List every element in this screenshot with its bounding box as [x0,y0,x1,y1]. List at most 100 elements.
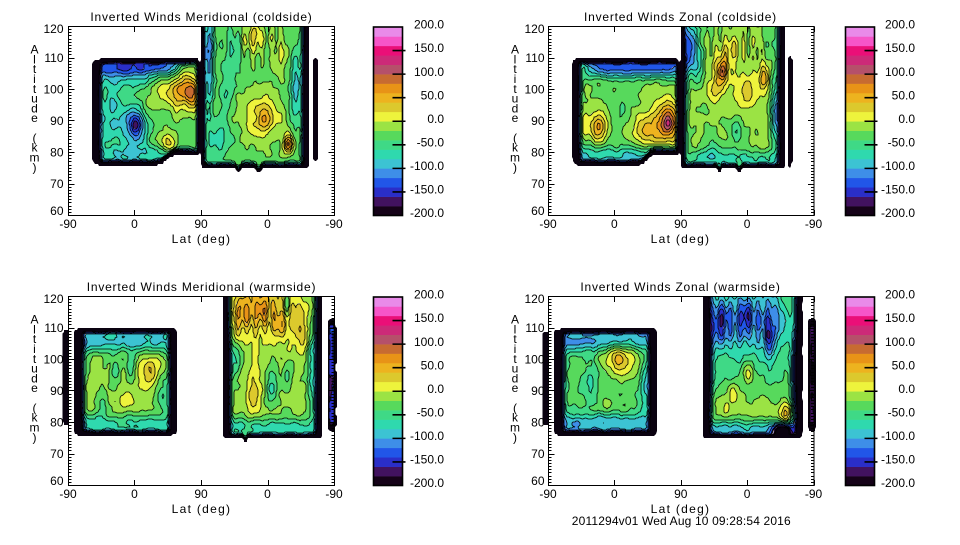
svg-text:100.0: 100.0 [414,65,444,79]
svg-text:80: 80 [531,145,545,159]
svg-text:120: 120 [524,292,544,306]
svg-text:t: t [33,62,37,76]
svg-text:t: t [513,352,517,366]
svg-text:90: 90 [531,384,545,398]
svg-text:150.0: 150.0 [414,311,444,325]
svg-text:-150.0: -150.0 [410,453,444,467]
svg-text:50.0: 50.0 [421,358,445,372]
svg-text:70: 70 [50,177,64,191]
svg-text:): ) [33,430,37,444]
svg-text:i: i [514,72,517,86]
svg-text:Inverted Winds Meridional (col: Inverted Winds Meridional (coldside) [90,10,312,24]
svg-text:80: 80 [531,415,545,429]
svg-text:100.0: 100.0 [414,335,444,349]
svg-text:-50.0: -50.0 [417,135,445,149]
svg-text:A: A [30,313,38,327]
svg-text:t: t [513,332,517,346]
svg-text:-90: -90 [59,217,77,231]
svg-text:2011294v01 Wed Aug 10 09:28:54: 2011294v01 Wed Aug 10 09:28:54 2016 [572,514,791,528]
svg-text:k: k [512,411,519,425]
svg-text:m: m [30,421,40,435]
svg-text:A: A [511,43,519,57]
svg-text:t: t [33,82,37,96]
svg-text:): ) [513,430,517,444]
svg-text:60: 60 [531,474,545,488]
svg-text:e: e [512,111,519,125]
svg-text:-100.0: -100.0 [410,429,444,443]
svg-text:-150.0: -150.0 [410,183,444,197]
svg-text:0.0: 0.0 [898,382,915,396]
svg-text:70: 70 [50,447,64,461]
svg-text:(: ( [33,401,37,415]
svg-text:-90: -90 [805,217,823,231]
svg-text:u: u [31,362,38,376]
svg-text:-200.0: -200.0 [881,476,915,490]
svg-text:0.0: 0.0 [427,112,444,126]
svg-text:-50.0: -50.0 [417,405,445,419]
svg-text:50.0: 50.0 [892,88,916,102]
svg-text:70: 70 [531,447,545,461]
svg-text:Lat (deg): Lat (deg) [651,232,711,246]
svg-text:200.0: 200.0 [414,288,444,302]
svg-text:d: d [512,101,519,115]
svg-text:70: 70 [531,177,545,191]
svg-text:-100.0: -100.0 [410,159,444,173]
svg-text:0.0: 0.0 [427,382,444,396]
svg-text:110: 110 [525,321,544,335]
svg-text:-200.0: -200.0 [410,206,444,220]
svg-text:50.0: 50.0 [421,88,445,102]
svg-text:m: m [510,151,520,165]
svg-text:i: i [33,72,36,86]
svg-text:0: 0 [131,217,138,231]
svg-text:Inverted Winds Zonal (coldside: Inverted Winds Zonal (coldside) [584,10,777,24]
svg-text:100: 100 [524,352,544,366]
svg-text:): ) [513,160,517,174]
svg-text:200.0: 200.0 [885,288,915,302]
svg-text:-90: -90 [539,217,557,231]
svg-text:100: 100 [524,82,544,96]
svg-text:120: 120 [43,22,63,36]
svg-text:(: ( [33,131,37,145]
svg-text:-100.0: -100.0 [881,429,915,443]
svg-text:i: i [33,342,36,356]
svg-text:90: 90 [531,114,545,128]
svg-text:0: 0 [264,217,271,231]
svg-text:Lat (deg): Lat (deg) [172,502,232,516]
svg-text:A: A [511,313,519,327]
svg-text:(: ( [513,401,517,415]
svg-text:l: l [514,322,517,336]
svg-text:m: m [510,421,520,435]
svg-text:-100.0: -100.0 [881,159,915,173]
svg-text:m: m [30,151,40,165]
svg-text:u: u [512,362,519,376]
svg-text:200.0: 200.0 [885,18,915,32]
svg-text:l: l [514,52,517,66]
svg-text:90: 90 [50,114,64,128]
svg-text:60: 60 [531,204,545,218]
svg-text:0: 0 [611,487,618,501]
svg-text:80: 80 [50,145,64,159]
svg-text:t: t [33,332,37,346]
svg-text:90: 90 [194,217,208,231]
svg-text:90: 90 [674,487,688,501]
svg-text:t: t [513,62,517,76]
svg-text:d: d [31,371,38,385]
svg-text:-90: -90 [325,217,343,231]
svg-text:110: 110 [44,51,63,65]
svg-text:100.0: 100.0 [885,65,915,79]
svg-text:k: k [512,141,519,155]
svg-text:-90: -90 [539,487,557,501]
svg-text:l: l [33,52,36,66]
svg-text:-200.0: -200.0 [410,476,444,490]
svg-text:0: 0 [744,217,751,231]
svg-text:80: 80 [50,415,64,429]
svg-text:0: 0 [744,487,751,501]
svg-text:110: 110 [525,51,544,65]
svg-text:Inverted Winds Zonal (warmside: Inverted Winds Zonal (warmside) [580,280,780,294]
svg-text:60: 60 [50,204,64,218]
svg-text:u: u [31,92,38,106]
svg-text:120: 120 [524,22,544,36]
svg-text:k: k [32,411,39,425]
svg-text:k: k [32,141,39,155]
svg-text:Lat (deg): Lat (deg) [651,502,711,516]
